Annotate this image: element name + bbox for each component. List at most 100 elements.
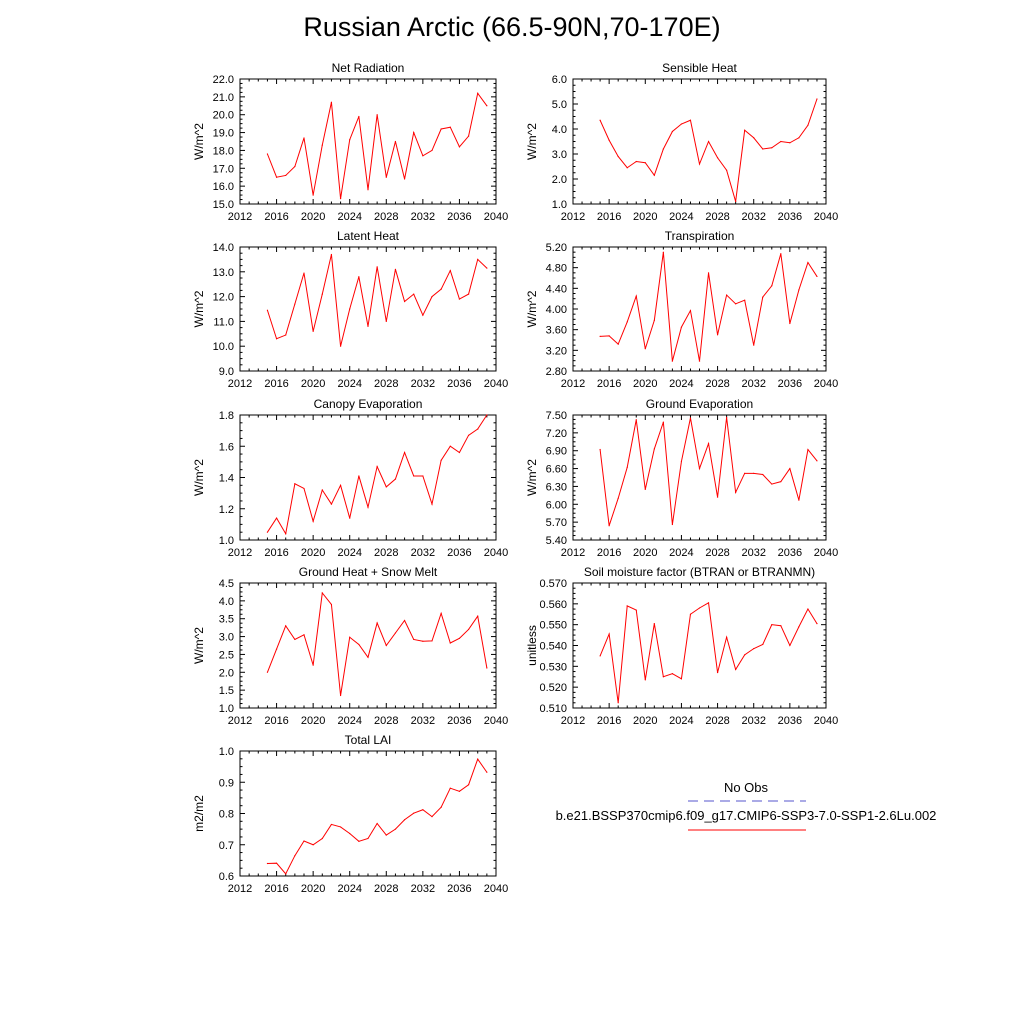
data-point	[285, 533, 287, 535]
data-point	[339, 345, 342, 347]
data-point	[330, 253, 333, 256]
x-tick-label: 2040	[814, 211, 838, 223]
data-point	[385, 644, 387, 647]
data-point	[413, 131, 415, 134]
data-point	[771, 285, 773, 287]
data-point	[275, 862, 278, 864]
data-point	[303, 634, 305, 636]
data-point	[698, 163, 701, 165]
data-point	[807, 261, 809, 264]
data-point	[385, 486, 387, 488]
data-point	[275, 338, 278, 340]
series-line	[599, 98, 818, 202]
data-point	[608, 525, 610, 527]
panel-title: Ground Heat + Snow Melt	[299, 565, 438, 579]
y-tick-label: 0.9	[219, 777, 234, 789]
series-line	[267, 758, 488, 875]
data-point	[403, 300, 406, 303]
y-tick-label: 2.5	[219, 649, 234, 661]
data-point	[458, 451, 461, 454]
data-point	[376, 465, 378, 468]
x-tick-label: 2040	[814, 547, 838, 559]
panel-transpiration: Transpiration 2012 2016 2020 2024 2028 2032 203…	[525, 229, 838, 390]
data-point	[671, 130, 673, 133]
y-tick-label: 1.6	[219, 441, 234, 453]
data-point	[726, 416, 728, 418]
y-tick-label: 3.60	[546, 325, 567, 337]
data-point	[816, 460, 818, 462]
y-tick-label: 5.0	[552, 99, 567, 111]
data-point	[266, 309, 269, 311]
data-point	[294, 638, 296, 641]
y-tick-label: 1.2	[219, 504, 234, 516]
y-tick-label: 15.0	[213, 199, 234, 211]
data-point	[716, 671, 719, 674]
data-point	[358, 840, 360, 842]
data-point	[275, 648, 278, 650]
x-tick-label: 2024	[669, 547, 693, 559]
data-point	[762, 296, 764, 298]
x-tick-label: 2036	[447, 547, 471, 559]
data-point	[330, 101, 333, 103]
data-point	[653, 174, 655, 176]
data-point	[807, 124, 809, 126]
x-tick-label: 2028	[374, 211, 398, 223]
x-tick-label: 2020	[301, 378, 325, 390]
y-tick-label: 0.8	[219, 809, 234, 821]
data-point	[431, 149, 433, 152]
data-point	[376, 266, 378, 268]
data-point	[285, 174, 287, 177]
data-point	[599, 448, 601, 451]
data-point	[449, 642, 451, 644]
data-point	[626, 321, 628, 323]
panel-net-radiation: Net Radiation 2012 2016 2020 2024 2028 2032 203…	[192, 61, 508, 223]
data-point	[403, 451, 406, 454]
x-tick-label: 2032	[411, 211, 435, 223]
x-tick-label: 2036	[778, 378, 802, 390]
x-tick-label: 2020	[301, 883, 325, 895]
data-point	[449, 445, 451, 447]
panel-sensible-heat: Sensible Heat 2012 2016 2020 2024 2028 2032 203…	[525, 61, 838, 223]
y-tick-label: 14.0	[213, 242, 234, 254]
y-tick-label: 4.0	[219, 596, 234, 608]
x-tick-label: 2040	[814, 715, 838, 727]
data-point	[798, 626, 800, 628]
y-tick-label: 4.00	[546, 304, 567, 316]
data-point	[330, 503, 333, 505]
data-point	[266, 862, 269, 865]
x-tick-label: 2012	[561, 378, 585, 390]
x-tick-label: 2028	[705, 715, 729, 727]
data-point	[608, 335, 610, 337]
data-point	[458, 790, 461, 792]
y-tick-label: 1.8	[219, 410, 234, 422]
data-point	[312, 194, 314, 196]
data-point	[671, 360, 673, 362]
data-point	[780, 481, 782, 483]
data-point	[330, 823, 333, 826]
y-tick-label: 3.5	[219, 614, 234, 626]
data-point	[367, 656, 369, 658]
x-tick-label: 2032	[741, 715, 765, 727]
data-point	[403, 178, 406, 180]
y-tick-label: 3.20	[546, 345, 567, 357]
y-tick-label: 1.0	[552, 199, 567, 211]
data-point	[413, 638, 415, 641]
data-point	[330, 603, 333, 606]
x-tick-label: 2032	[741, 547, 765, 559]
data-point	[458, 637, 461, 639]
data-point	[798, 289, 800, 291]
y-tick-label: 5.70	[546, 517, 567, 529]
data-point	[312, 664, 314, 666]
data-point	[698, 360, 701, 362]
panel-latent-heat: Latent Heat 2012 2016 2020 2024 2028 2032 2036 2…	[192, 229, 508, 390]
data-point	[431, 816, 433, 818]
data-point	[635, 419, 637, 421]
data-point	[394, 268, 397, 270]
data-point	[644, 679, 646, 681]
data-point	[671, 523, 673, 526]
data-point	[735, 200, 737, 203]
data-point	[762, 148, 764, 150]
data-point	[816, 623, 818, 625]
data-point	[367, 837, 369, 840]
